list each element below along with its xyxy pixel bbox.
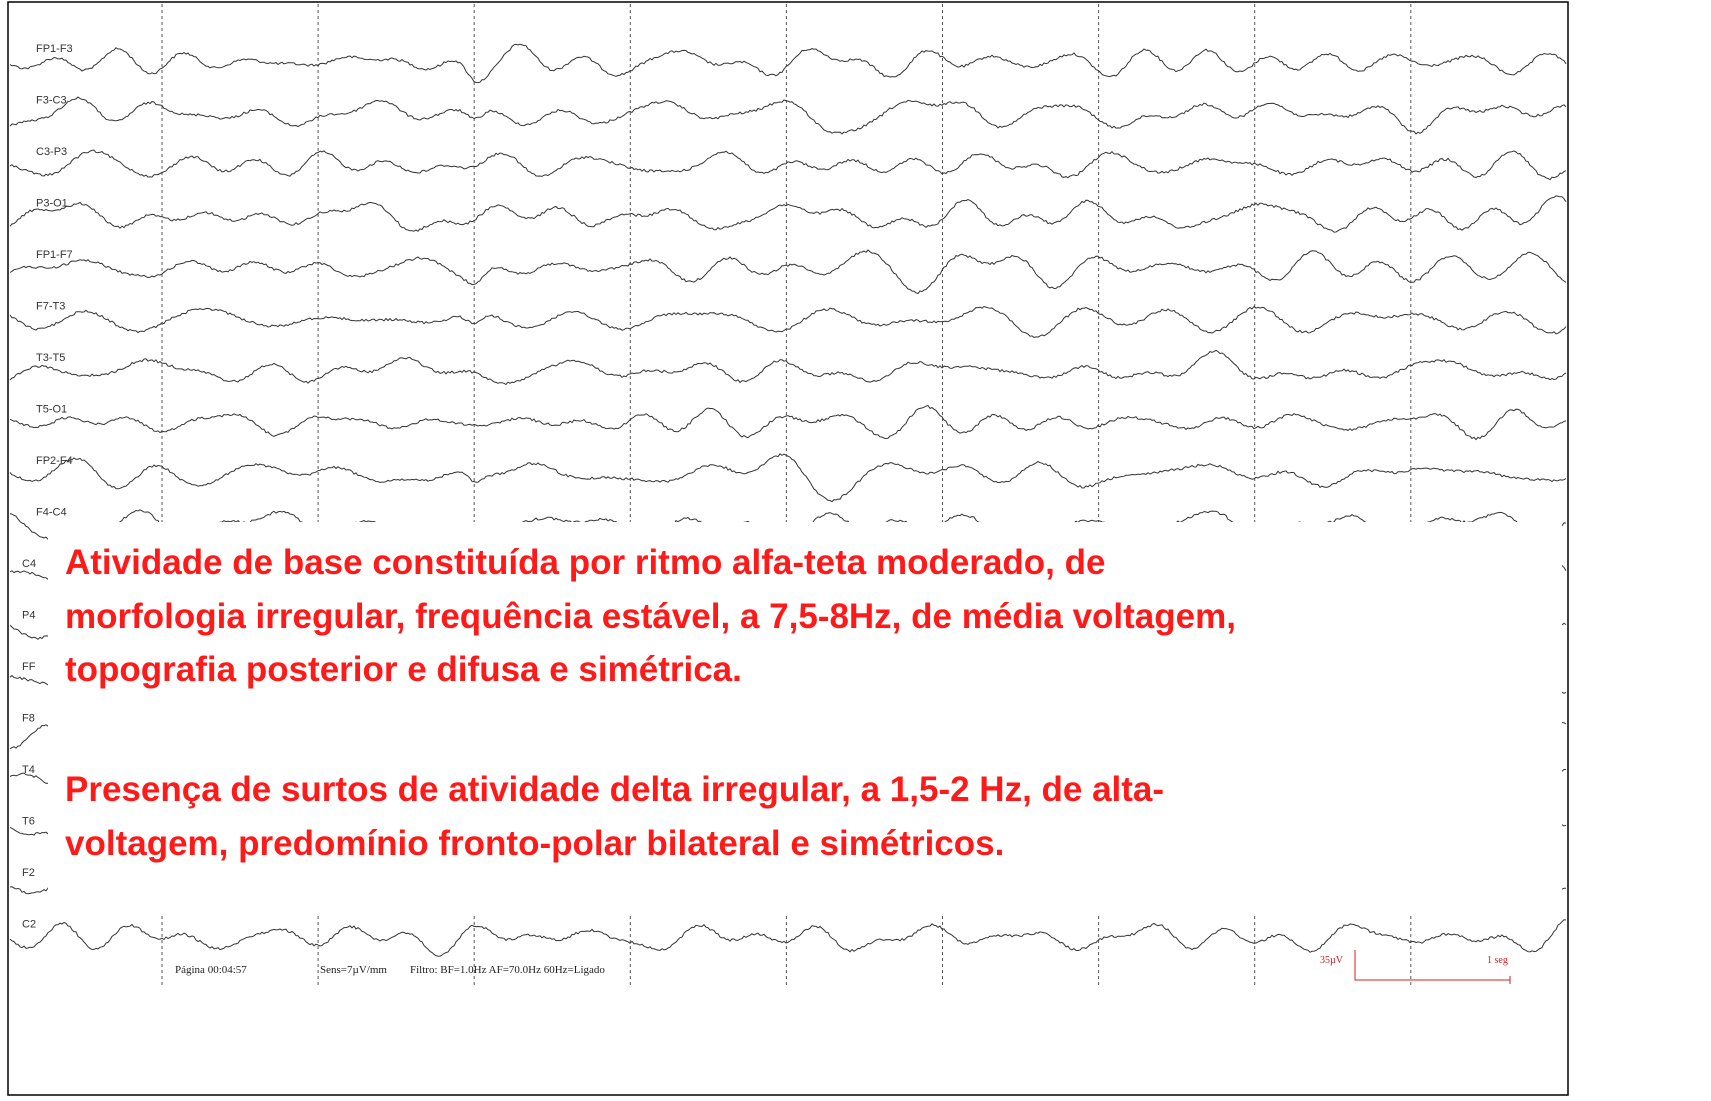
footer-page: Página 00:04:57 — [175, 964, 247, 976]
channel-label: T6 — [22, 816, 35, 828]
paragraph: Atividade de base constituída por ritmo … — [65, 536, 1236, 697]
text-line: Atividade de base constituída por ritmo … — [65, 543, 1106, 582]
eeg-trace — [9, 43, 1567, 84]
channel-label: FP1-F3 — [36, 43, 73, 55]
frame — [7, 1, 1569, 1096]
channel-label: C3-P3 — [36, 146, 67, 158]
channel-label: T4 — [22, 764, 35, 776]
eeg-trace — [9, 919, 1567, 957]
eeg-trace — [9, 305, 1567, 338]
footer-filter: Filtro: BF=1.0Hz AF=70.0Hz 60Hz=Ligado — [410, 964, 605, 976]
channel-label: P4 — [22, 610, 35, 622]
footer-sens: Sens=7µV/mm — [320, 964, 387, 976]
scale-time: 1 seg — [1487, 955, 1508, 966]
channel-label: F8 — [22, 713, 35, 725]
channel-label: T5-O1 — [36, 404, 67, 416]
eeg-trace — [9, 349, 1567, 386]
channel-label: F2 — [22, 867, 35, 879]
channel-label: P3-O1 — [36, 198, 68, 210]
channel-label: FP1-F7 — [36, 249, 73, 261]
eeg-trace — [9, 249, 1567, 295]
channel-label: T3-T5 — [36, 352, 65, 364]
channel-label: F3-C3 — [36, 95, 67, 107]
scale-bar — [1354, 950, 1511, 984]
text-line: voltagem, predomínio fronto-polar bilate… — [65, 823, 1005, 863]
eeg-trace — [9, 453, 1567, 503]
scale-amplitude: 35µV — [1320, 955, 1344, 966]
text-line: morfologia irregular, frequência estável… — [65, 596, 1236, 636]
channel-label: C4 — [22, 558, 36, 570]
channel-label: C2 — [22, 919, 36, 931]
text-line: Presença de surtos de atividade delta ir… — [65, 770, 1165, 809]
eeg-trace — [9, 195, 1567, 233]
channel-label: F7-T3 — [36, 301, 65, 313]
paragraph: Presença de surtos de atividade delta ir… — [65, 763, 1164, 870]
channel-label: F4-C4 — [36, 507, 67, 519]
eeg-trace — [9, 404, 1567, 441]
eeg-trace — [9, 96, 1567, 135]
text-overlay: Atividade de base constituída por ritmo … — [48, 522, 1562, 915]
channel-label: FF — [22, 661, 36, 673]
eeg-trace — [9, 149, 1567, 181]
channel-label: FP2-F4 — [36, 455, 73, 467]
text-line: topografia posterior e difusa e simétric… — [65, 650, 742, 689]
